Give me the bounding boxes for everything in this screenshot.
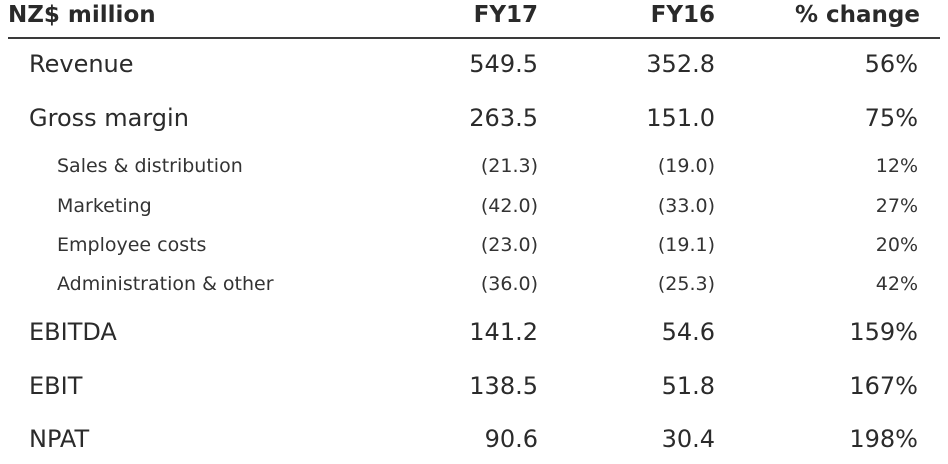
row-fy16: (19.1) (657, 234, 715, 256)
table-row-ebitda: EBITDA 141.2 54.6 159% (0, 318, 948, 350)
row-change: 12% (875, 155, 918, 177)
row-fy16: 30.4 (661, 425, 715, 453)
row-fy16: (33.0) (657, 195, 715, 217)
row-fy16: 51.8 (661, 372, 715, 400)
row-change: 27% (875, 195, 918, 217)
row-label: EBITDA (29, 318, 117, 346)
header-change: % change (794, 2, 920, 28)
row-change: 56% (864, 50, 918, 78)
header-fy17: FY17 (473, 2, 538, 28)
row-fy17: (42.0) (480, 195, 538, 217)
header-fy16: FY16 (650, 2, 715, 28)
row-change: 167% (849, 372, 918, 400)
row-fy16: 151.0 (646, 104, 715, 132)
row-fy17: (23.0) (480, 234, 538, 256)
table-row-revenue: Revenue 549.5 352.8 56% (0, 50, 948, 82)
row-fy16: (19.0) (657, 155, 715, 177)
row-label: NPAT (29, 425, 90, 453)
row-fy17: 90.6 (484, 425, 538, 453)
row-change: 20% (875, 234, 918, 256)
row-change: 198% (849, 425, 918, 453)
header-divider (8, 37, 940, 39)
row-fy16: 54.6 (661, 318, 715, 346)
row-change: 75% (864, 104, 918, 132)
row-fy17: 138.5 (469, 372, 538, 400)
row-label: Revenue (29, 50, 134, 78)
table-row-employee-costs: Employee costs (23.0) (19.1) 20% (0, 234, 948, 260)
table-row-ebit: EBIT 138.5 51.8 167% (0, 372, 948, 404)
table-row-npat: NPAT 90.6 30.4 198% (0, 425, 948, 457)
row-fy17: 141.2 (469, 318, 538, 346)
row-fy16: 352.8 (646, 50, 715, 78)
table-row-sales-distribution: Sales & distribution (21.3) (19.0) 12% (0, 155, 948, 181)
table-row-administration-other: Administration & other (36.0) (25.3) 42% (0, 273, 948, 299)
row-fy17: (36.0) (480, 273, 538, 295)
row-fy17: 263.5 (469, 104, 538, 132)
row-fy17: 549.5 (469, 50, 538, 78)
table-row-gross-margin: Gross margin 263.5 151.0 75% (0, 104, 948, 136)
row-label: Sales & distribution (57, 155, 243, 177)
row-label: EBIT (29, 372, 83, 400)
row-label: Employee costs (57, 234, 207, 256)
header-label: NZ$ million (8, 2, 156, 28)
table-header: NZ$ million FY17 FY16 % change (0, 2, 948, 32)
row-label: Gross margin (29, 104, 189, 132)
table-row-marketing: Marketing (42.0) (33.0) 27% (0, 195, 948, 221)
row-fy16: (25.3) (657, 273, 715, 295)
row-change: 42% (875, 273, 918, 295)
row-label: Administration & other (57, 273, 274, 295)
row-fy17: (21.3) (480, 155, 538, 177)
row-change: 159% (849, 318, 918, 346)
row-label: Marketing (57, 195, 152, 217)
